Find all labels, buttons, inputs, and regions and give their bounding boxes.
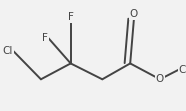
Text: F: F (68, 12, 74, 22)
Text: O: O (130, 9, 138, 19)
Text: F: F (42, 33, 48, 43)
Text: O: O (156, 74, 164, 84)
Text: Cl: Cl (3, 46, 13, 56)
Text: CH₃: CH₃ (179, 65, 186, 75)
